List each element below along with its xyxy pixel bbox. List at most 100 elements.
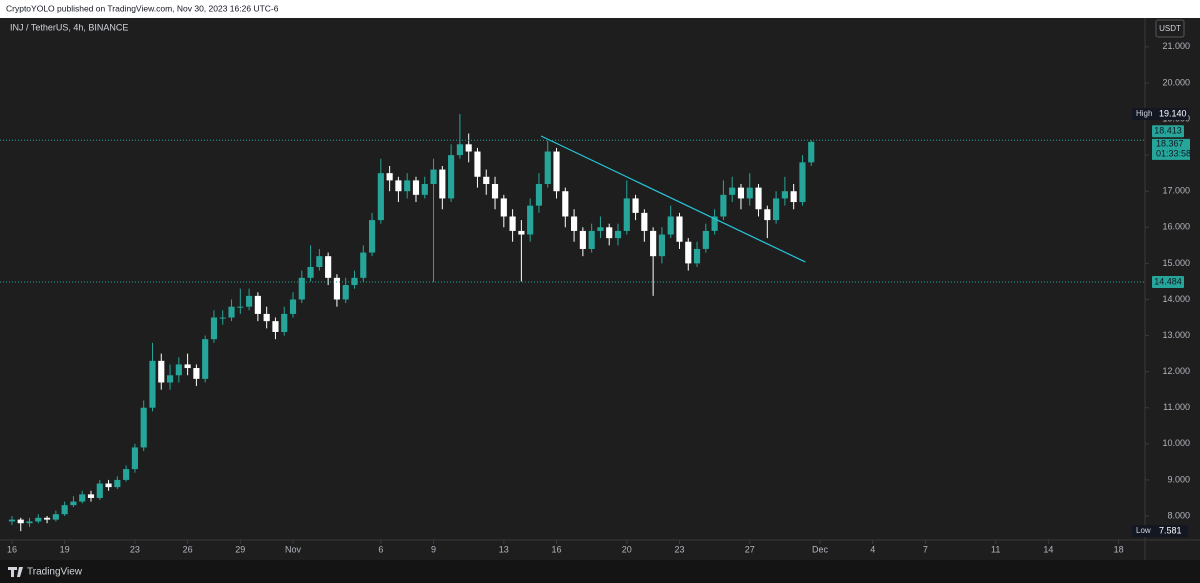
candle-body: [764, 209, 771, 221]
x-tick-label: 9: [431, 544, 436, 554]
high-marker-box: [1132, 107, 1188, 120]
x-tick-label: 27: [745, 544, 755, 554]
candle-body: [808, 141, 815, 163]
x-tick-label: 13: [499, 544, 509, 554]
candle-body: [500, 198, 507, 217]
candle-body: [641, 212, 648, 231]
candle-body: [237, 306, 244, 308]
y-tick-label: 16.000: [1162, 222, 1190, 232]
candle-body: [676, 216, 683, 242]
candle-body: [202, 339, 209, 379]
y-tick-label: 21.000: [1162, 41, 1190, 51]
high-marker-text: High: [1136, 109, 1152, 118]
candle-body: [219, 317, 226, 319]
candle-body: [518, 230, 525, 235]
candle-body: [175, 364, 182, 376]
y-tick-label: 20.000: [1162, 77, 1190, 87]
candle-body: [246, 295, 253, 307]
high-marker-label: 19.140: [1159, 108, 1187, 118]
candle-body: [333, 277, 341, 300]
level-label: 14.484: [1154, 276, 1182, 286]
chart-title: INJ / TetherUS, 4h, BINANCE: [10, 22, 128, 32]
candle-body: [298, 277, 305, 300]
candle-body: [474, 151, 481, 177]
candle-body: [184, 364, 191, 369]
last-price-box: [1152, 138, 1190, 160]
candle-body: [579, 230, 586, 249]
candle-body: [96, 483, 103, 498]
y-tick-label: 15.000: [1162, 258, 1190, 268]
candle-body: [131, 447, 138, 470]
x-tick-label: 14: [1043, 544, 1053, 554]
currency-box[interactable]: [1155, 19, 1185, 38]
candle-body: [44, 517, 51, 520]
countdown: 01:33:58: [1156, 148, 1191, 158]
x-tick-label: 26: [183, 544, 193, 554]
y-tick-label: 10.000: [1162, 438, 1190, 448]
last-price-label: 18.367: [1156, 138, 1184, 148]
candle-body: [553, 151, 560, 192]
candle-body: [790, 191, 797, 203]
x-tick-label: 7: [923, 544, 928, 554]
candle-body: [535, 184, 543, 206]
x-tick-label: 16: [7, 544, 17, 554]
level-box: [1152, 276, 1184, 289]
candle-body: [693, 248, 701, 264]
brand: TradingView: [27, 567, 83, 578]
candle-body: [386, 173, 393, 181]
candle-body: [166, 375, 174, 383]
low-marker-label: 7.581: [1159, 525, 1182, 535]
candle-body: [149, 360, 156, 408]
candle-body: [8, 519, 16, 522]
x-tick-label: 29: [235, 544, 245, 554]
candle-body: [281, 313, 288, 332]
candle-body: [781, 191, 788, 199]
candle-body: [430, 169, 437, 185]
candle-body: [412, 180, 420, 195]
candle-body: [210, 317, 218, 340]
candle-body: [667, 216, 674, 235]
candle-body: [228, 306, 235, 318]
candle-body: [254, 295, 261, 314]
x-tick-label: 20: [622, 544, 632, 554]
y-tick-label: 8.000: [1167, 510, 1190, 520]
candle-body: [140, 407, 147, 448]
candle-body: [702, 230, 709, 249]
candle-body: [597, 227, 604, 231]
x-tick-label: 23: [130, 544, 140, 554]
footer-bar: [0, 560, 1200, 583]
candle-body: [491, 184, 499, 199]
candle-body: [606, 227, 613, 239]
candle-body: [544, 151, 551, 185]
candle-body: [377, 173, 384, 221]
candle-body: [773, 198, 780, 221]
x-tick-label: 16: [552, 544, 562, 554]
candle-body: [368, 220, 376, 253]
candle-body: [35, 517, 42, 522]
candle-body: [61, 505, 68, 515]
x-tick-label: 4: [870, 544, 875, 554]
candle-body: [52, 514, 59, 520]
candle-body: [509, 216, 516, 231]
candle-body: [87, 494, 95, 498]
candle-body: [737, 187, 745, 199]
candle-body: [746, 187, 753, 199]
candle-body: [562, 191, 569, 217]
candle-body: [158, 360, 165, 383]
candle-body: [729, 187, 736, 195]
currency: USDT: [1159, 24, 1181, 33]
candle-body: [307, 267, 314, 278]
level-label: 18.413: [1154, 126, 1182, 136]
header-bar: [0, 0, 1200, 18]
x-tick-label: 18: [1114, 544, 1124, 554]
candle-body: [755, 187, 762, 210]
y-tick-label: 9.000: [1167, 474, 1190, 484]
low-marker-text: Low: [1136, 526, 1151, 535]
candle-body: [711, 216, 718, 231]
candle-body: [685, 241, 692, 264]
y-tick-label: 11.000: [1163, 402, 1190, 412]
candle-body: [316, 256, 323, 268]
candle-body: [483, 176, 490, 185]
